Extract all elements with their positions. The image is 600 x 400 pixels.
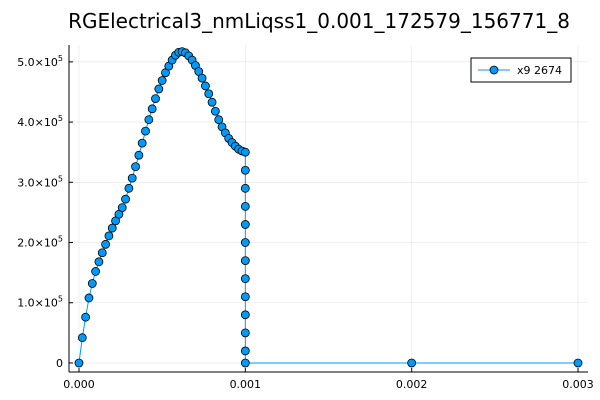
data-point [151, 94, 160, 103]
data-point [407, 358, 417, 368]
data-point [147, 104, 157, 114]
data-point [94, 257, 104, 267]
data-point [240, 220, 250, 229]
data-point [74, 358, 84, 368]
tick-labels: 0.000 0.001 0.002 0.003 0 1.0×105 2.0×105 3.0×1… [17, 54, 594, 391]
data-point [573, 358, 583, 368]
data-point [84, 293, 94, 303]
data-point [127, 173, 137, 183]
data-point [157, 76, 167, 85]
data-point [101, 239, 110, 249]
data-point [134, 150, 144, 160]
data-point [240, 292, 250, 302]
data-point [240, 346, 250, 356]
data-point [204, 89, 214, 99]
data-point [240, 201, 250, 211]
data-point [144, 115, 154, 125]
data-point [240, 147, 250, 157]
data-point [131, 162, 140, 172]
data-point [240, 310, 250, 320]
data-point [197, 73, 207, 83]
data-point [240, 358, 250, 368]
data-point [77, 333, 87, 343]
data-point [240, 328, 250, 338]
data-point [104, 231, 114, 241]
data-point [240, 165, 250, 175]
y-tick-label-1: 1.0×105 [17, 295, 63, 310]
data-point [207, 97, 217, 107]
y-tick-label-3: 3.0×105 [17, 174, 63, 189]
data-point [121, 194, 130, 204]
legend-marker-swatch [489, 65, 499, 75]
data-point [240, 274, 250, 284]
data-point [214, 115, 224, 125]
data-point [107, 223, 117, 233]
legend-label: x9 2674 [517, 64, 562, 77]
chart-title: RGElectrical3_nmLiqss1_0.001_172579_1567… [68, 9, 570, 33]
y-tick-label-2: 2.0×105 [17, 235, 63, 250]
x-tick-label-3: 0.003 [562, 378, 594, 391]
y-tick-label-4: 4.0×105 [17, 114, 63, 129]
data-point [201, 81, 210, 91]
series-x9-2674 [74, 47, 583, 368]
y-tick-label-5: 5.0×105 [17, 54, 63, 69]
data-point [97, 248, 107, 258]
data-point [81, 312, 91, 322]
y-tick-label-0: 0 [56, 357, 63, 370]
axes [68, 45, 588, 373]
data-point [141, 126, 150, 136]
x-tick-label-1: 0.001 [230, 378, 262, 391]
data-point [240, 183, 250, 193]
data-point [240, 256, 250, 265]
data-point [124, 183, 134, 193]
data-point [91, 267, 101, 276]
data-point [137, 138, 147, 148]
data-point [210, 106, 220, 116]
x-tick-label-0: 0.000 [63, 378, 95, 391]
data-point [154, 84, 164, 94]
data-point [240, 238, 250, 247]
data-point [87, 279, 97, 288]
x-tick-label-2: 0.002 [396, 378, 428, 391]
data-point [117, 203, 127, 212]
legend: x9 2674 [470, 57, 572, 83]
